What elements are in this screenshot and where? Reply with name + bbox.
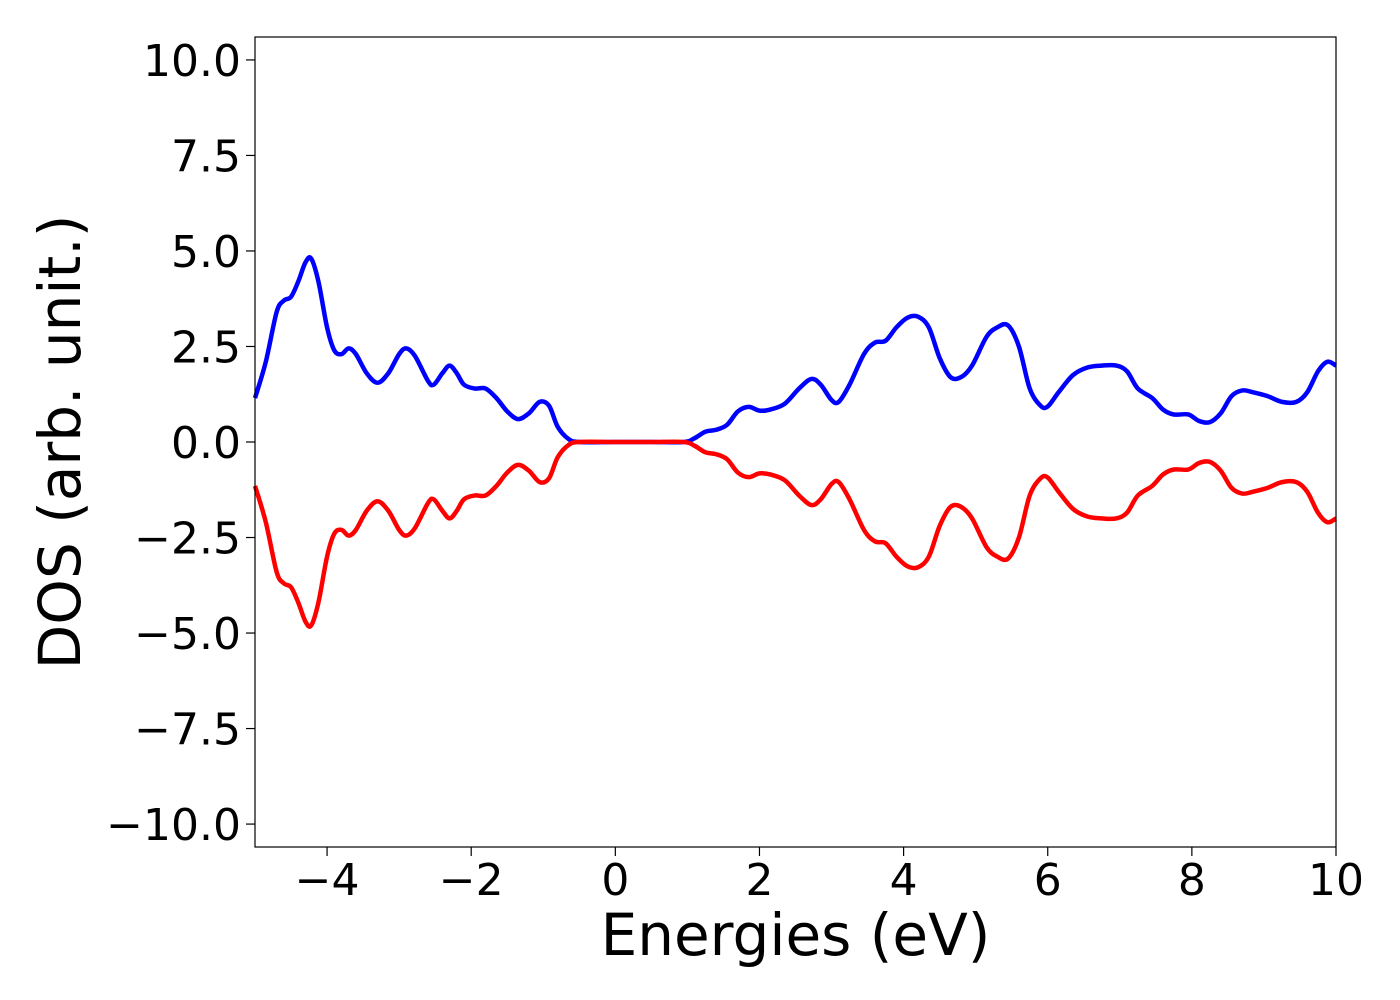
x-tick-label: −4	[295, 855, 360, 906]
dos-series-line-1	[252, 255, 1338, 445]
series-layer	[252, 255, 1338, 629]
dos-series-line-2	[252, 439, 1338, 629]
y-tick-label: 0.0	[171, 418, 241, 469]
y-tick-label: 7.5	[171, 131, 241, 182]
y-tick-label: 10.0	[143, 36, 241, 87]
y-tick-label: −7.5	[134, 705, 241, 756]
y-tick-label: 2.5	[171, 322, 241, 373]
x-axis-label: Energies (eV)	[601, 901, 991, 969]
x-tick-label: 6	[1034, 855, 1062, 906]
x-tick-label: 4	[890, 855, 918, 906]
x-axis-ticks: −4 −2 0 2 4 6 8 10	[295, 847, 1364, 906]
x-tick-label: 2	[745, 855, 773, 906]
x-tick-label: 0	[601, 855, 629, 906]
x-tick-label: 10	[1308, 855, 1364, 906]
y-axis-label: DOS (arb. unit.)	[26, 215, 94, 670]
y-tick-label: −5.0	[134, 609, 241, 660]
y-tick-label: −2.5	[134, 514, 241, 565]
y-tick-label: 5.0	[171, 227, 241, 278]
y-axis-ticks: 10.0 7.5 5.0 2.5 0.0 −2.5 −5.0 −7.5 −10.0	[106, 36, 255, 851]
y-tick-label: −10.0	[106, 800, 241, 851]
x-tick-label: 8	[1178, 855, 1206, 906]
x-tick-label: −2	[439, 855, 504, 906]
